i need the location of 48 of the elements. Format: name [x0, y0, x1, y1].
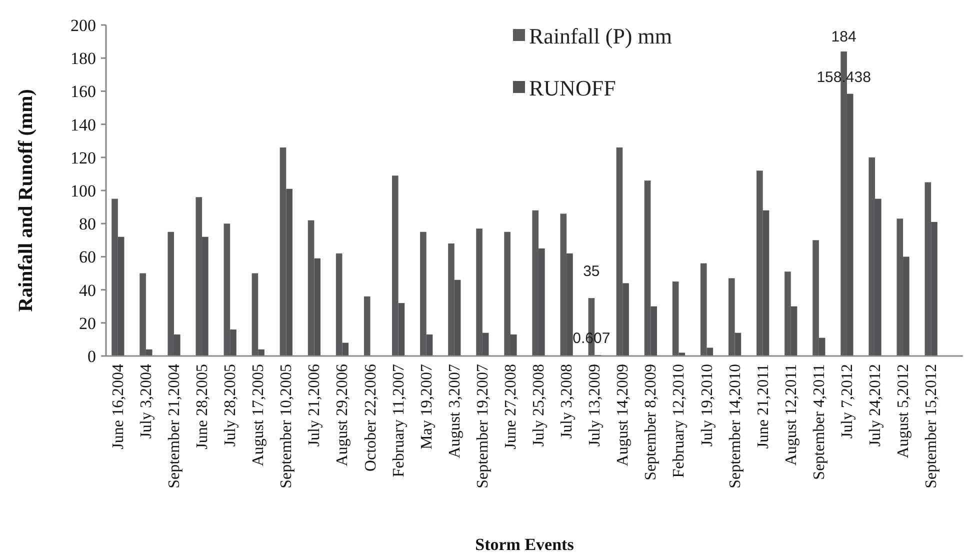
data-label: 35 — [583, 263, 600, 280]
y-tick-label: 100 — [70, 181, 96, 200]
x-axis-title: Storm Events — [475, 535, 574, 554]
x-tick-label: May 19,2007 — [418, 364, 436, 450]
x-tick-label: August 5,2012 — [895, 364, 912, 458]
x-tick-label: August 14,2009 — [614, 364, 632, 466]
x-tick-label: September 8,2009 — [642, 364, 660, 480]
y-tick-label: 140 — [70, 115, 96, 134]
y-tick-label: 160 — [70, 82, 96, 102]
legend-label: Rainfall (P) mm — [529, 24, 672, 49]
y-tick-label: 200 — [70, 16, 96, 35]
x-tick-label: June 27,2008 — [502, 364, 520, 450]
x-tick-label: July 24,2012 — [867, 364, 884, 447]
x-tick-label: July 7,2012 — [838, 364, 856, 439]
y-tick-label: 180 — [70, 49, 96, 68]
x-tick-label: February 11,2007 — [390, 364, 408, 478]
y-tick-label: 60 — [79, 248, 96, 267]
legend-label: RUNOFF — [529, 76, 616, 101]
x-tick-label: September 4,2011 — [810, 364, 828, 480]
data-label: 184 — [831, 28, 856, 46]
bar — [364, 296, 370, 356]
x-tick-label: July 13,2009 — [586, 364, 604, 447]
x-tick-label: July 19,2010 — [698, 364, 716, 447]
x-tick-label: June 21,2011 — [754, 364, 772, 449]
x-tick-label: July 28,2005 — [222, 364, 240, 447]
y-tick-label: 40 — [79, 280, 96, 300]
x-tick-label: September 15,2012 — [923, 364, 940, 488]
x-tick-label: February 12,2010 — [670, 364, 688, 478]
x-tick-label: October 22,2006 — [362, 364, 380, 472]
x-tick-label: July 3,2004 — [138, 364, 155, 439]
x-tick-label: September 19,2007 — [474, 364, 492, 488]
x-tick-label: June 16,2004 — [110, 364, 127, 450]
y-tick-label: 120 — [70, 148, 96, 168]
x-tick-label: July 25,2008 — [530, 364, 548, 447]
x-tick-label: September 10,2005 — [278, 364, 296, 488]
x-tick-label: July 21,2006 — [306, 364, 324, 447]
x-tick-label: September 14,2010 — [726, 364, 744, 488]
y-axis-title: Rainfall and Runoff (mm) — [15, 89, 37, 312]
y-tick-label: 20 — [79, 314, 96, 333]
x-tick-label: July 3,2008 — [558, 364, 576, 439]
x-tick-label: June 28,2005 — [194, 364, 212, 450]
x-tick-label: September 21,2004 — [166, 364, 183, 488]
x-tick-label: August 12,2011 — [782, 364, 800, 466]
x-tick-label: August 3,2007 — [446, 364, 464, 458]
x-tick-label: August 17,2005 — [250, 364, 268, 466]
x-tick-label: August 29,2006 — [334, 364, 352, 466]
y-tick-label: 0 — [88, 346, 96, 366]
y-tick-label: 80 — [79, 214, 96, 234]
